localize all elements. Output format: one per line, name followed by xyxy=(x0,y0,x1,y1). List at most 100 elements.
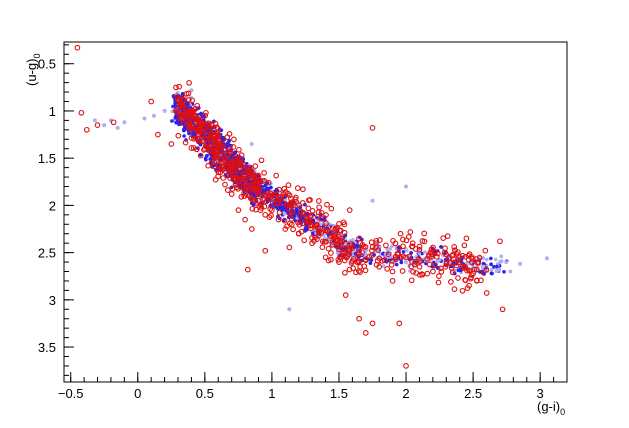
red-point xyxy=(267,195,273,201)
red-point xyxy=(213,153,219,160)
red-point xyxy=(309,207,316,214)
red-point xyxy=(289,199,296,205)
blue-point xyxy=(205,154,209,158)
red-point xyxy=(281,217,288,224)
blue-point xyxy=(198,153,203,157)
blue-point xyxy=(518,261,523,266)
red-point xyxy=(424,270,431,277)
red-point xyxy=(290,226,296,233)
red-point xyxy=(176,83,183,90)
blue-point xyxy=(189,88,194,93)
red-point xyxy=(426,261,433,268)
red-point xyxy=(245,179,252,185)
blue-point xyxy=(151,113,156,118)
red-point xyxy=(357,269,363,275)
blue-point xyxy=(170,119,174,123)
red-point xyxy=(449,269,456,276)
red-point xyxy=(231,170,238,177)
red-point xyxy=(410,269,416,275)
blue-point xyxy=(480,266,485,271)
red-point xyxy=(261,203,268,210)
red-point xyxy=(456,259,463,265)
red-point xyxy=(268,212,274,219)
red-point xyxy=(323,220,329,226)
blue-point xyxy=(390,244,394,248)
red-point xyxy=(255,197,262,204)
red-point xyxy=(301,237,308,244)
red-point xyxy=(238,152,245,158)
blue-point xyxy=(394,262,399,267)
red-point xyxy=(376,263,383,270)
red-point xyxy=(274,201,281,207)
red-point xyxy=(231,155,238,161)
red-point xyxy=(412,246,419,252)
red-point xyxy=(224,134,231,140)
red-point xyxy=(449,252,455,259)
red-point xyxy=(285,205,292,212)
red-point xyxy=(433,253,440,260)
red-point xyxy=(288,221,295,228)
red-point xyxy=(354,259,361,265)
red-point xyxy=(199,132,205,138)
red-point xyxy=(413,270,420,276)
red-point xyxy=(455,275,461,281)
red-point xyxy=(434,250,441,257)
red-point xyxy=(369,125,376,131)
red-point xyxy=(430,268,436,275)
blue-point xyxy=(287,307,292,312)
blue-point xyxy=(115,125,120,130)
red-point xyxy=(235,185,241,192)
red-point xyxy=(349,245,356,251)
red-point xyxy=(202,135,209,142)
red-point xyxy=(110,119,117,126)
red-point xyxy=(254,188,261,195)
red-point xyxy=(430,244,436,251)
red-point xyxy=(275,216,282,223)
red-point xyxy=(256,181,262,187)
red-point xyxy=(289,209,296,215)
red-point xyxy=(188,135,195,141)
red-point xyxy=(94,122,101,128)
red-point xyxy=(155,131,161,138)
red-point xyxy=(322,254,329,261)
red-point xyxy=(425,252,432,258)
red-point xyxy=(266,214,273,220)
red-point xyxy=(228,191,235,197)
red-point xyxy=(235,175,241,182)
red-point xyxy=(369,247,375,254)
red-point xyxy=(316,204,323,211)
blue-point xyxy=(388,247,393,251)
red-point xyxy=(215,169,222,176)
red-point xyxy=(300,210,306,217)
red-point xyxy=(250,174,257,181)
x-tick-label: 0 xyxy=(134,386,141,401)
blue-point xyxy=(401,250,406,254)
red-point xyxy=(451,259,458,266)
y-tick-label: 1 xyxy=(49,104,56,119)
red-point xyxy=(244,266,251,273)
red-point xyxy=(400,243,406,250)
x-axis-title-main: (g-i) xyxy=(537,399,560,414)
red-point xyxy=(236,146,242,153)
red-point xyxy=(323,212,329,218)
red-point xyxy=(461,242,468,249)
red-point xyxy=(324,201,330,208)
red-point xyxy=(319,244,326,251)
blue-point xyxy=(399,260,404,265)
plot-frame xyxy=(63,41,568,383)
red-point xyxy=(217,169,224,176)
red-point xyxy=(444,233,451,239)
red-point xyxy=(318,209,325,216)
red-point xyxy=(336,259,342,265)
red-point xyxy=(432,262,438,269)
axis-ticks-layer: −0.5 0 0.5 1 1.5 2 2.5 3 0.5 1 1.5 2 2.5 3 3.5 xyxy=(38,44,555,401)
blue-point xyxy=(437,258,442,262)
blue-point xyxy=(174,120,178,125)
blue-point xyxy=(504,260,509,265)
red-point xyxy=(381,257,388,264)
x-tick-label: 1.5 xyxy=(330,386,348,401)
red-point xyxy=(186,79,192,86)
red-point xyxy=(286,244,293,251)
red-point xyxy=(332,227,338,233)
red-point xyxy=(340,248,346,255)
